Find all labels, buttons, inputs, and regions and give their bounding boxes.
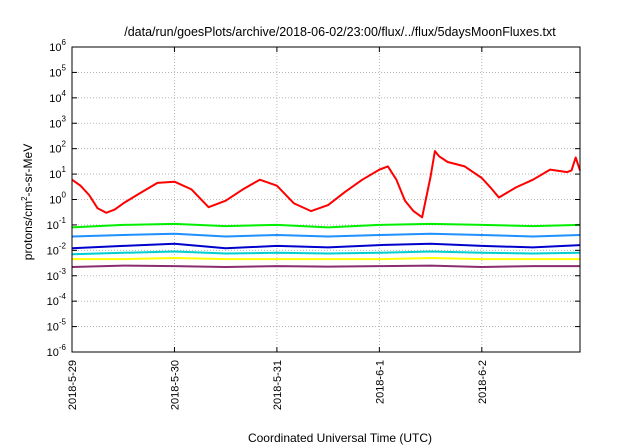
series-line: [71, 150, 581, 219]
y-tick-label: 103: [49, 114, 66, 130]
series-line: [71, 242, 581, 250]
y-tick-label: 102: [49, 140, 66, 156]
y-tick-label: 105: [49, 63, 66, 79]
x-tick-label: 2018-5-31: [272, 360, 284, 410]
y-tick-label: 10-6: [47, 343, 67, 359]
series-group: [71, 150, 581, 268]
x-tick-label: 2018-6-1: [374, 360, 386, 404]
series-line: [72, 257, 580, 261]
y-tick-label: 10-5: [47, 318, 67, 334]
series-line: [71, 264, 580, 268]
plot-frame: [71, 46, 581, 353]
series-line: [71, 250, 581, 256]
x-tick-label: 2018-5-29: [67, 360, 79, 410]
x-tick-label: 2018-6-2: [477, 360, 489, 404]
y-tick-label: 101: [49, 165, 66, 181]
series-line: [71, 222, 581, 229]
series-line: [71, 232, 581, 238]
y-tick-label: 106: [49, 38, 66, 54]
y-tick-label: 100: [49, 191, 66, 207]
y-tick-label: 104: [49, 89, 66, 105]
y-tick-label: 10-1: [47, 216, 67, 232]
y-tick-label: 10-2: [47, 241, 67, 257]
y-tick-label: 10-3: [47, 267, 67, 283]
x-axis-label: Coordinated Universal Time (UTC): [248, 431, 432, 445]
chart-title: /data/run/goesPlots/archive/2018-06-02/2…: [124, 25, 556, 39]
x-tick-label: 2018-5-30: [169, 360, 181, 410]
y-tick-label: 10-4: [47, 292, 67, 308]
y-axis-label: protons/cm2-s-sr-MeV: [20, 144, 35, 260]
grid: [71, 47, 580, 352]
axis-ticks: 106 105 104 103 102 101 100 10-1 10-2 10-3 10-4 10-…: [47, 38, 580, 410]
